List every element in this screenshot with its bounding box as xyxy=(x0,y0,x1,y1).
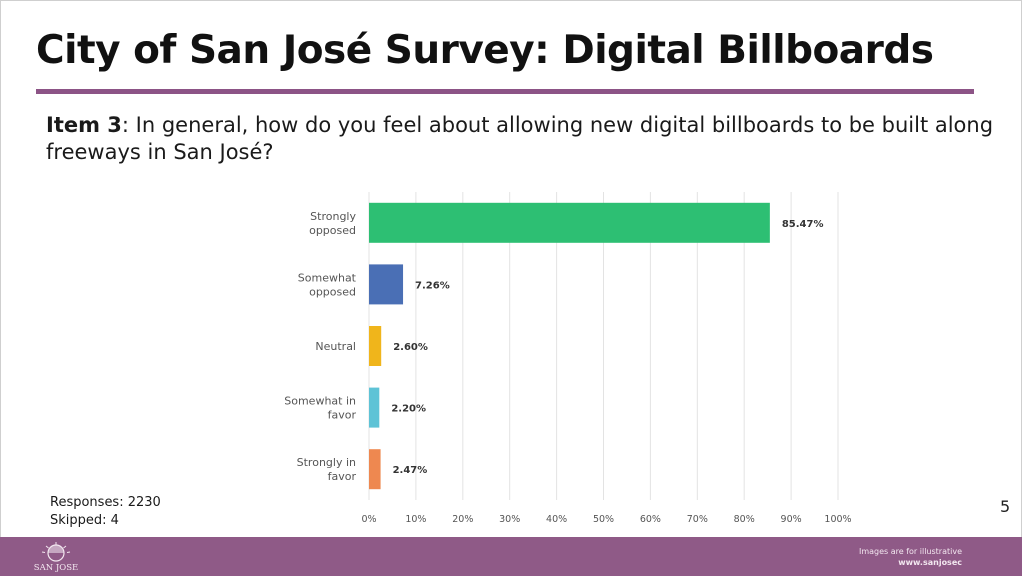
footer-disclaimer: Images are for illustrative www.sanjosec xyxy=(859,546,962,568)
footer-bar: SAN JOSE Images are for illustrative www… xyxy=(0,537,1022,576)
data-label-3: 2.20% xyxy=(391,404,426,415)
category-label-4: Strongly in favor xyxy=(297,456,357,483)
x-tick-label-10: 100% xyxy=(824,514,851,525)
x-tick-label-7: 70% xyxy=(687,514,708,525)
title-underline xyxy=(36,89,974,94)
bar-4 xyxy=(369,449,381,490)
category-label-3: Somewhat in favor xyxy=(284,395,356,422)
x-tick-label-5: 50% xyxy=(593,514,614,525)
slide-title: City of San José Survey: Digital Billboa… xyxy=(36,28,934,73)
data-label-2: 2.60% xyxy=(393,342,428,353)
footer-url: www.sanjosec xyxy=(898,558,962,567)
san-jose-logo: SAN JOSE xyxy=(34,542,78,573)
question-label: Item 3 xyxy=(46,113,122,137)
x-tick-label-0: 0% xyxy=(361,514,376,525)
category-label-2: Neutral xyxy=(315,340,356,353)
x-tick-label-1: 10% xyxy=(405,514,426,525)
category-label-0: Strongly opposed xyxy=(309,210,356,237)
bar-0 xyxy=(369,202,770,243)
question-text: Item 3: In general, how do you feel abou… xyxy=(46,112,1021,166)
question-body: : In general, how do you feel about allo… xyxy=(46,113,994,164)
x-tick-label-4: 40% xyxy=(546,514,567,525)
bar-2 xyxy=(369,326,382,366)
response-stats: Responses: 2230 Skipped: 4 xyxy=(50,494,161,530)
response-bar-chart: 0% 10% 20% 30% 40% 50% 60% 70% 80% 90% 100% 85.47% S… xyxy=(284,192,852,525)
x-tick-label-9: 90% xyxy=(781,514,802,525)
bar-1 xyxy=(369,264,404,305)
logo-wordmark: SAN JOSE xyxy=(34,563,78,573)
data-label-4: 2.47% xyxy=(393,465,428,476)
responses-count: Responses: 2230 xyxy=(50,495,161,510)
data-label-0: 85.47% xyxy=(782,219,824,230)
x-tick-label-8: 80% xyxy=(734,514,755,525)
x-tick-label-3: 30% xyxy=(499,514,520,525)
footer-note-text: Images are for illustrative xyxy=(858,547,962,556)
bar-3 xyxy=(369,387,380,428)
page-number: 5 xyxy=(1000,497,1011,516)
x-tick-label-6: 60% xyxy=(640,514,661,525)
x-tick-label-2: 20% xyxy=(452,514,473,525)
category-label-1: Somewhat opposed xyxy=(298,271,357,298)
data-label-1: 7.26% xyxy=(415,280,450,291)
skipped-count: Skipped: 4 xyxy=(50,513,119,528)
